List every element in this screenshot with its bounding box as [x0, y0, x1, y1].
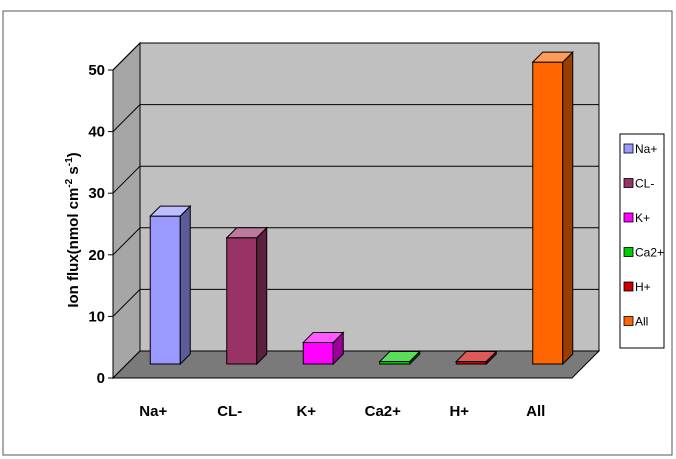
legend-swatch — [623, 143, 634, 154]
bar-side — [562, 50, 574, 366]
category-label: CL- — [217, 403, 242, 420]
category-label: Na+ — [139, 403, 167, 420]
gridline — [112, 227, 599, 256]
bar-top — [531, 51, 574, 63]
legend: Na+ CL- K+ Ca2+ H+ All — [619, 133, 665, 349]
y-tick-label: 30 — [88, 185, 105, 202]
gridline — [112, 104, 599, 132]
bar-top — [149, 205, 192, 217]
bar-top — [302, 331, 345, 343]
bar-top — [225, 227, 268, 239]
outer-border — [2, 10, 673, 456]
y-tick-label: 50 — [88, 62, 105, 79]
y-tick-label: 40 — [88, 124, 105, 141]
legend-swatch — [623, 212, 634, 223]
bar-front — [532, 61, 564, 365]
legend-box — [619, 133, 665, 349]
ylabel-end: ) — [65, 152, 82, 157]
y-tick-label: 0 — [97, 370, 105, 387]
back-wall — [139, 42, 600, 352]
bars — [149, 50, 574, 366]
bar-All — [531, 50, 574, 366]
gridlines — [112, 42, 599, 317]
y-axis: 0 10 20 30 40 50 — [88, 62, 114, 387]
bar-K+ — [302, 331, 345, 366]
category-label: H+ — [449, 403, 469, 420]
y-axis-label: Ion flux(nmol cm-2 s-1) — [64, 152, 82, 307]
gridline — [112, 165, 599, 194]
bar-Ca2+ — [378, 350, 421, 366]
bar-front — [149, 215, 181, 365]
legend-label: CL- — [635, 177, 654, 191]
side-wall — [112, 41, 141, 380]
bar-CL- — [225, 226, 268, 366]
legend-swatch — [623, 178, 634, 188]
bar-side — [256, 226, 268, 366]
gridline — [112, 288, 599, 317]
ylabel-exp2: -1 — [64, 157, 75, 166]
category-labels: Na+ CL- K+ Ca2+ H+ All — [139, 403, 545, 420]
legend-label: All — [635, 315, 648, 329]
bar-Na+ — [149, 204, 192, 366]
ylabel-exp1: -2 — [64, 178, 75, 187]
bar-top — [378, 351, 421, 363]
y-tick-label: 10 — [88, 308, 105, 325]
category-label: All — [526, 403, 545, 420]
legend-label: Na+ — [635, 142, 657, 156]
gridline — [112, 42, 599, 71]
bar-front — [302, 341, 334, 365]
y-tick-label: 20 — [88, 247, 105, 264]
legend-swatch — [623, 247, 634, 257]
legend-label: K+ — [635, 211, 650, 225]
ylabel-mid: s — [65, 166, 82, 179]
category-label: K+ — [296, 403, 316, 420]
legend-label: H+ — [635, 280, 651, 294]
legend-label: Ca2+ — [635, 246, 664, 260]
category-label: Ca2+ — [365, 403, 402, 420]
bar-H+ — [455, 350, 498, 366]
legend-swatch — [623, 316, 634, 326]
legend-swatch — [623, 281, 634, 292]
ylabel-main: Ion flux(nmol cm — [65, 188, 82, 308]
bar-top — [455, 351, 498, 363]
bar-side — [179, 204, 191, 366]
bar-front — [226, 237, 258, 365]
